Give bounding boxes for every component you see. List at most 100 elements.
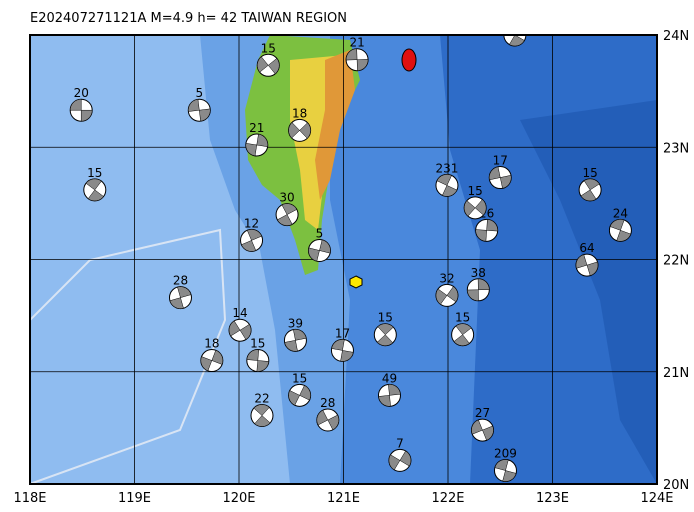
depth-label: 15	[261, 41, 276, 55]
beachball-quadrant	[609, 219, 625, 231]
x-label: 118E	[13, 491, 46, 506]
beachball-quadrant	[474, 199, 487, 216]
beachball: 15	[246, 337, 270, 373]
beachball-quadrant	[319, 239, 331, 254]
beachball-quadrant	[378, 395, 391, 407]
beachball: 64	[575, 241, 599, 277]
beachball-quadrant	[502, 470, 517, 482]
beachball: 32	[435, 271, 459, 307]
depth-label: 39	[288, 316, 303, 330]
beachball-quadrant	[169, 297, 184, 309]
beachball: 15	[373, 311, 397, 347]
beachball: 5	[307, 227, 331, 263]
depth-label: 231	[436, 161, 459, 175]
beachball-quadrant	[482, 425, 494, 441]
beachball: 7	[388, 436, 412, 472]
beachball-quadrant	[616, 229, 632, 242]
depth-label: 21	[349, 36, 364, 50]
beachball-quadrant	[399, 450, 412, 467]
beachball-quadrant	[246, 349, 260, 361]
x-label: 119E	[118, 491, 151, 506]
beachball-quadrant	[340, 350, 354, 362]
beachball: 15	[578, 166, 602, 202]
beachball-quadrant	[467, 289, 479, 302]
beachball-quadrant	[293, 329, 307, 341]
depth-label: 7	[396, 436, 404, 450]
beachball-quadrant	[267, 58, 280, 75]
beachball-quadrant	[257, 56, 269, 73]
beachball-quadrant	[388, 454, 401, 471]
beachball-quadrant	[441, 185, 458, 197]
beachball-quadrant	[471, 419, 483, 435]
depth-label: 17	[335, 326, 350, 340]
beachball-quadrant	[580, 189, 597, 202]
beachball-quadrant	[377, 323, 394, 336]
depth-label: 20	[74, 86, 89, 100]
depth-label: 28	[320, 396, 335, 410]
depth-label: 14	[232, 306, 247, 320]
beachball: 15	[463, 184, 487, 220]
beachball: 38	[466, 266, 490, 302]
depth-label: 209	[494, 447, 517, 461]
beachball-quadrant	[241, 240, 257, 252]
beachball-quadrant	[509, 35, 525, 47]
y-label: 23N	[663, 141, 689, 156]
beachball-quadrant	[376, 334, 394, 346]
depth-label: 15	[455, 311, 470, 325]
depth-label: 15	[468, 184, 483, 198]
beachball-quadrant	[256, 360, 270, 372]
depth-label: 64	[579, 241, 594, 255]
frame	[29, 34, 658, 485]
beachball-quadrant	[256, 133, 268, 148]
beachball: 5	[187, 86, 211, 122]
beachball-quadrant	[69, 98, 82, 111]
beachball: 24	[608, 206, 632, 242]
beachball-quadrant	[284, 340, 298, 352]
beachball-quadrant	[327, 414, 340, 431]
depth-label: 28	[173, 274, 188, 288]
x-label: 122E	[431, 491, 464, 506]
beachball-quadrant	[299, 385, 311, 401]
beachball-quadrant	[475, 229, 487, 242]
y-label: 22N	[663, 254, 689, 269]
beachball: 17	[488, 154, 512, 190]
depth-label: 32	[439, 271, 454, 285]
beachball-quadrant	[356, 59, 369, 71]
beachball-quadrant	[436, 174, 452, 186]
depth-label: 27	[475, 406, 490, 420]
beachball-quadrant	[486, 219, 498, 232]
beachball: 21	[345, 36, 369, 72]
depth-label: 16	[507, 11, 522, 25]
beachball: 16	[503, 11, 527, 47]
beachball-quadrant	[277, 214, 293, 226]
depth-label: 21	[249, 121, 264, 135]
beachball-quadrant	[514, 35, 516, 36]
y-label: 21N	[663, 366, 689, 381]
depth-label: 5	[195, 86, 203, 100]
depth-label: 15	[582, 166, 597, 180]
beachball-quadrant	[345, 48, 358, 61]
beachball: 28	[316, 396, 340, 432]
beachball: 21	[245, 121, 269, 157]
x-label: 121E	[327, 491, 360, 506]
beachball-quadrant	[245, 142, 258, 157]
beachball-quadrant	[281, 203, 298, 215]
beachball: 231	[435, 161, 459, 197]
beachball-quadrant	[288, 390, 300, 406]
beachball: 18	[200, 337, 224, 373]
depth-label: 12	[244, 216, 259, 230]
beachball: 14	[228, 306, 252, 342]
beachball-quadrant	[200, 356, 213, 372]
depth-label: 18	[292, 106, 307, 120]
beachball-quadrant	[254, 415, 271, 427]
beachball-quadrant	[453, 334, 470, 346]
depth-label: 17	[493, 154, 508, 168]
beachball-quadrant	[288, 122, 300, 139]
x-label: 120E	[222, 491, 255, 506]
beachball: 20	[69, 86, 93, 122]
depth-label: 15	[292, 371, 307, 385]
depth-label: 15	[378, 311, 393, 325]
y-label: 24N	[663, 29, 689, 44]
beachball-quadrant	[477, 278, 490, 291]
